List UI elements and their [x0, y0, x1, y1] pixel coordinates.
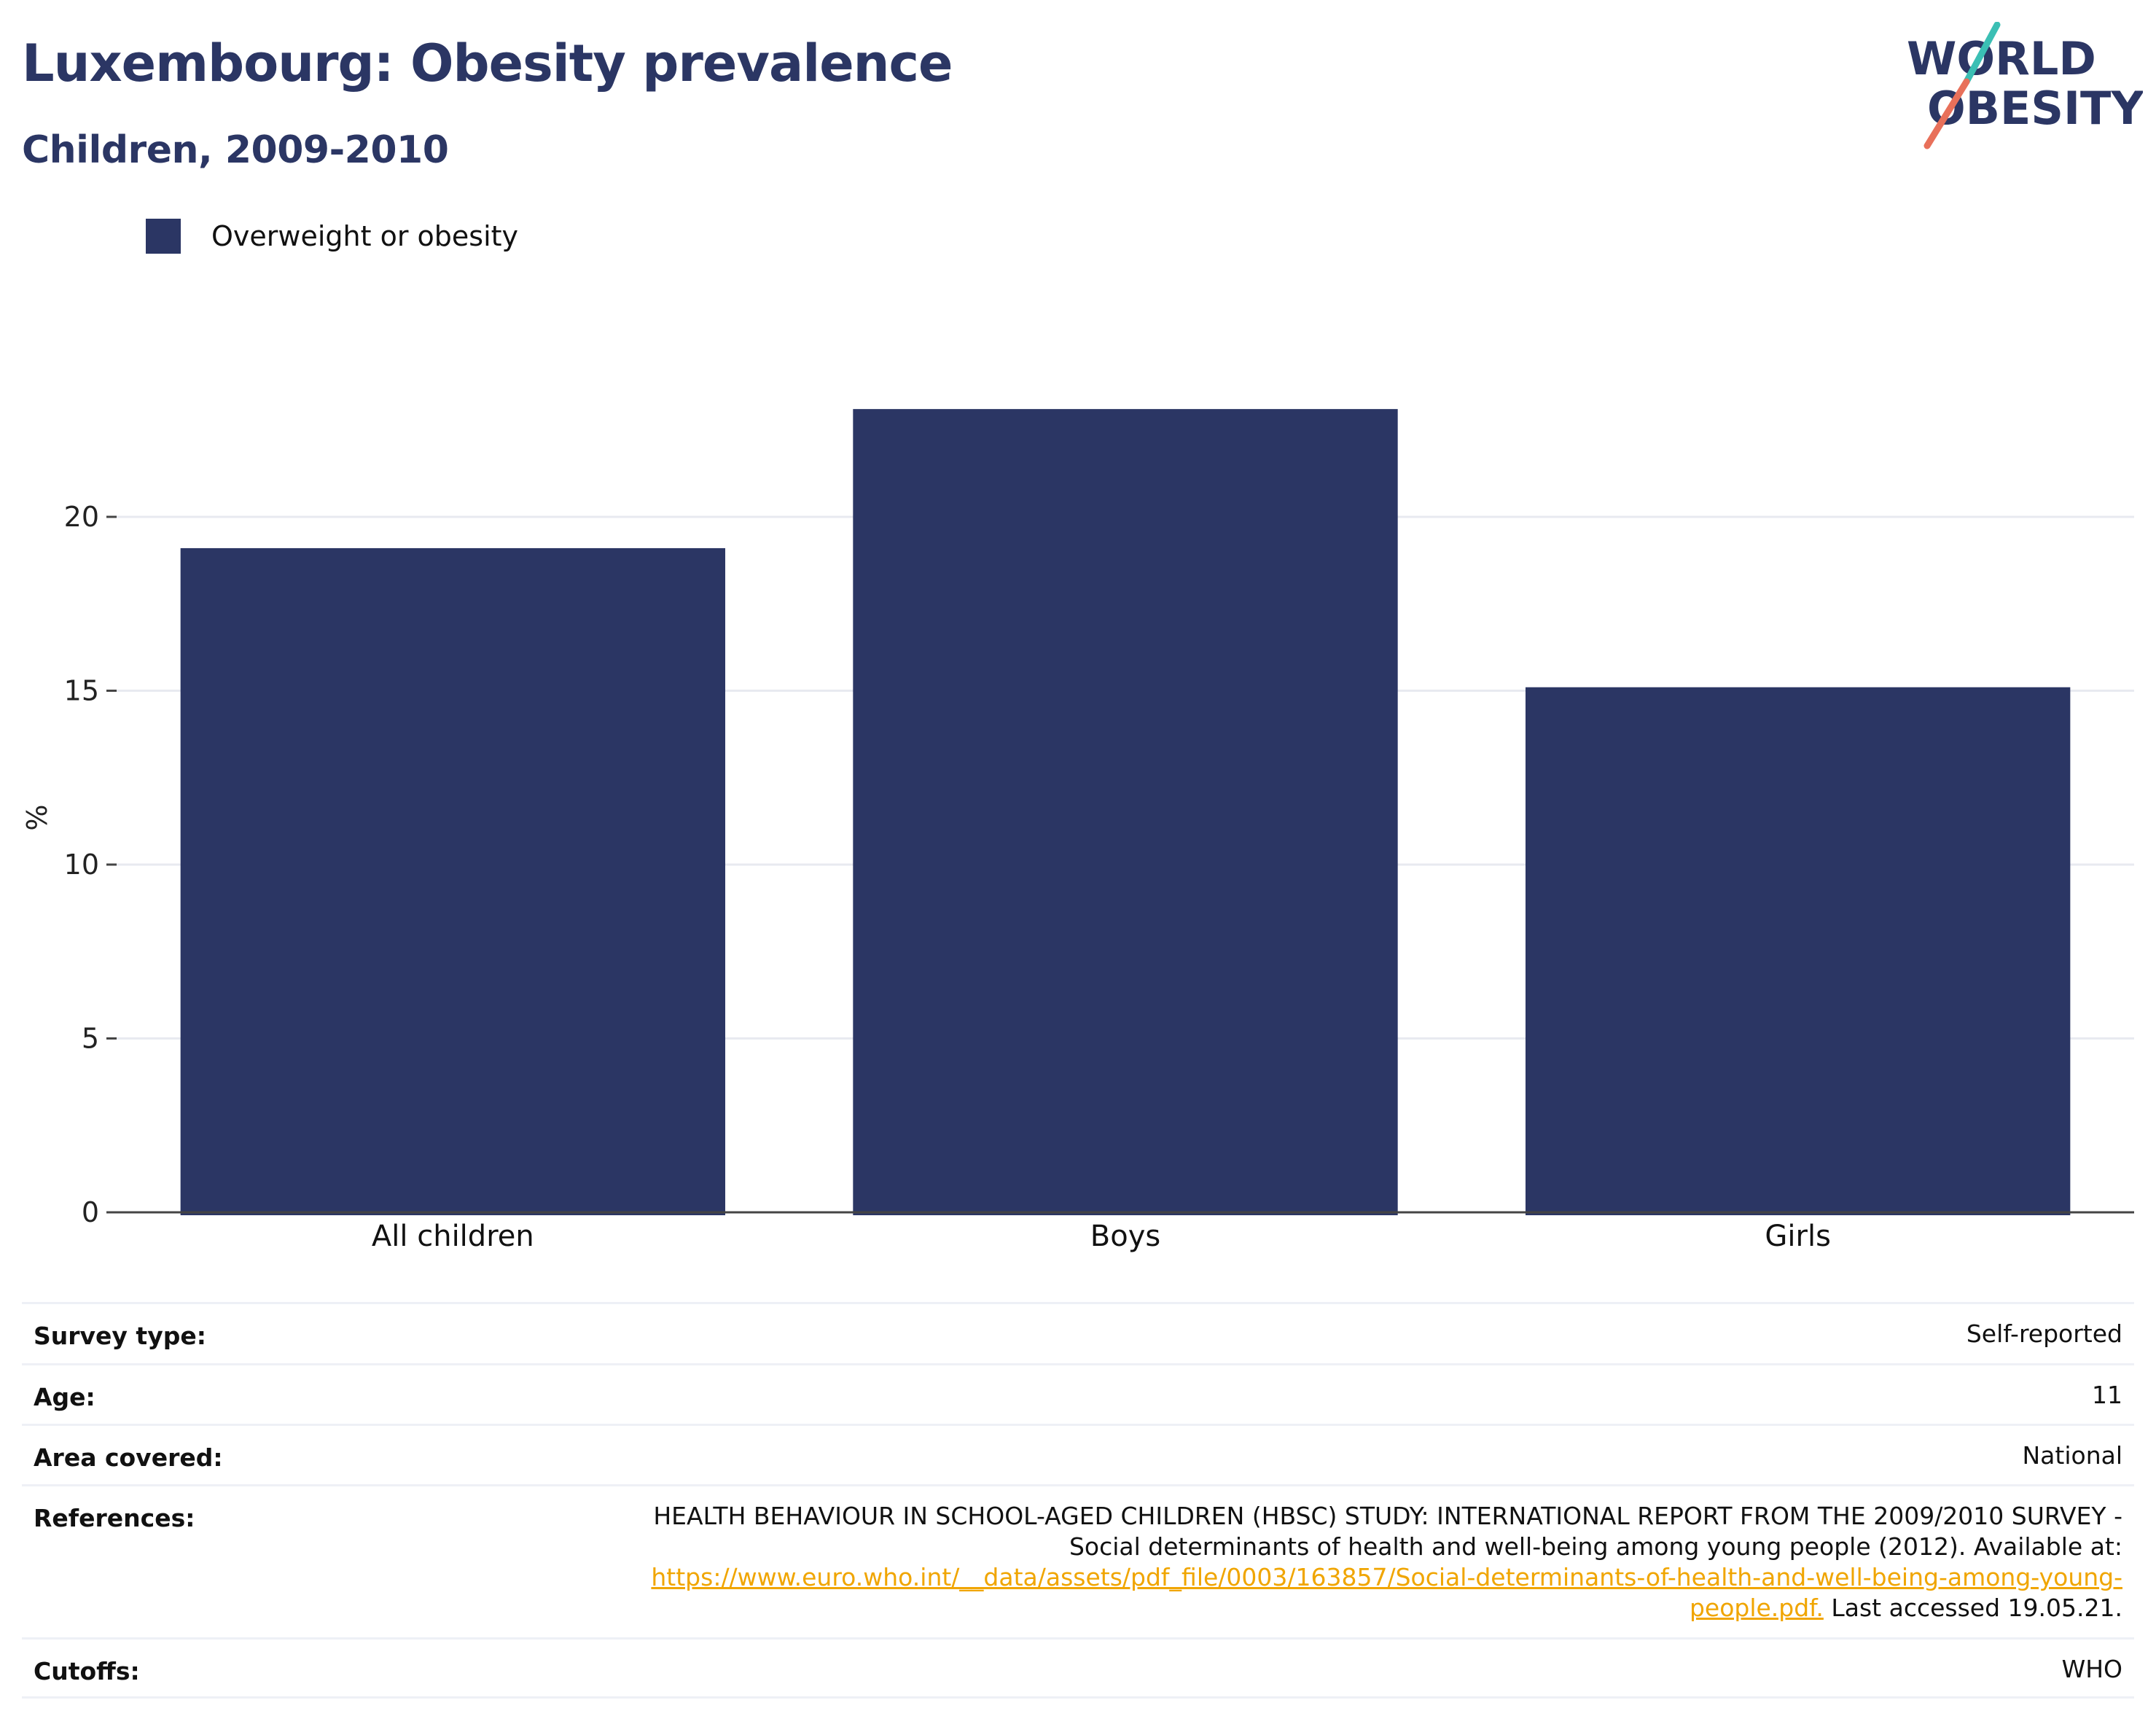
info-table: Survey type: Self-reported Age: 11 Area …	[22, 1302, 2134, 1699]
logo-slash-top	[1963, 22, 2001, 85]
logo-slash-bottom	[1923, 78, 1970, 149]
bars	[180, 409, 2071, 1215]
world-obesity-logo: WORLD OBESITY	[1907, 22, 2143, 149]
info-row-cutoffs: Cutoffs: WHO	[22, 1637, 2134, 1699]
x-tick-label: Boys	[1090, 1220, 1160, 1253]
chart-legend: Overweight or obesity	[146, 216, 518, 257]
axes: 0 5 10 15 20% All children Boys Girls	[21, 501, 2134, 1253]
area-label: Area covered:	[34, 1443, 223, 1472]
info-row-age: Age: 11	[22, 1363, 2134, 1424]
x-tick-label: Girls	[1765, 1220, 1831, 1253]
survey-type-label: Survey type:	[34, 1322, 206, 1350]
references-link-line1[interactable]: https://www.euro.who.int/__data/assets/p…	[651, 1563, 2122, 1591]
y-tick-label: 0	[82, 1196, 99, 1228]
references-value: HEALTH BEHAVIOUR IN SCHOOL-AGED CHILDREN…	[651, 1501, 2122, 1623]
area-value: National	[2022, 1441, 2122, 1470]
y-tick-label: 20	[64, 501, 99, 533]
page-subtitle: Children, 2009-2010	[22, 128, 449, 172]
bar	[853, 409, 1398, 1215]
references-suffix: Last accessed 19.05.21.	[1823, 1594, 2122, 1622]
bar	[1525, 687, 2071, 1215]
legend-label: Overweight or obesity	[211, 220, 519, 252]
info-row-survey-type: Survey type: Self-reported	[22, 1302, 2134, 1363]
cutoffs-value: WHO	[2061, 1655, 2122, 1683]
references-label: References:	[34, 1504, 195, 1532]
age-label: Age:	[34, 1383, 95, 1411]
references-link-line2[interactable]: people.pdf.	[1689, 1594, 1824, 1622]
info-row-references: References: HEALTH BEHAVIOUR IN SCHOOL-A…	[22, 1484, 2134, 1637]
bar	[180, 547, 726, 1215]
references-line1: HEALTH BEHAVIOUR IN SCHOOL-AGED CHILDREN…	[653, 1502, 2122, 1530]
y-tick-label: 10	[64, 849, 99, 881]
x-tick-label: All children	[372, 1220, 534, 1253]
legend-swatch	[146, 219, 181, 254]
bar-chart: 0 5 10 15 20% All children Boys Girls	[21, 409, 2134, 1253]
cutoffs-label: Cutoffs:	[34, 1657, 140, 1685]
survey-type-value: Self-reported	[1966, 1319, 2122, 1348]
logo-line1: WORLD	[1907, 32, 2096, 85]
references-line2: Social determinants of health and well-b…	[1069, 1532, 2122, 1561]
age-value: 11	[2092, 1381, 2122, 1409]
y-axis-title: %	[21, 804, 53, 830]
y-tick-label: 15	[64, 675, 99, 707]
page-title: Luxembourg: Obesity prevalence	[22, 34, 953, 93]
y-tick-label: 5	[82, 1023, 99, 1055]
info-row-area: Area covered: National	[22, 1424, 2134, 1484]
